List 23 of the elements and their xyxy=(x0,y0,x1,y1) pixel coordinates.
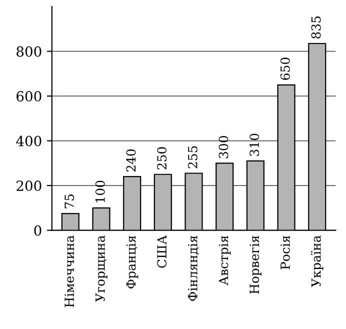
y-tick-label: 0 xyxy=(34,225,42,236)
x-tick-label: США xyxy=(157,235,167,268)
x-tick-label: Україна xyxy=(311,236,324,288)
data-label: 250 xyxy=(157,147,167,170)
data-label: 240 xyxy=(126,149,136,172)
data-label: 255 xyxy=(188,146,198,168)
y-tick-label: 200 xyxy=(16,180,42,192)
x-tick-label: Фінляндія xyxy=(188,236,199,301)
data-label: 100 xyxy=(95,180,105,202)
x-tick-label: Австрія xyxy=(218,236,231,286)
x-tick-label: Франція xyxy=(126,236,138,289)
data-label: 75 xyxy=(64,194,74,208)
data-label: 650 xyxy=(280,58,290,80)
data-label: 310 xyxy=(250,134,260,156)
x-tick-label: Норвегія xyxy=(250,236,262,294)
x-tick-label: Росія xyxy=(280,236,290,270)
x-tick-label: Угорщина xyxy=(96,236,108,302)
y-tick-label: 800 xyxy=(16,46,42,57)
data-label: 835 xyxy=(311,16,321,38)
y-tick-label: 400 xyxy=(16,136,42,146)
x-tick-label: Німеччина xyxy=(64,236,74,308)
data-label: 300 xyxy=(218,136,228,158)
y-tick-label: 600 xyxy=(16,91,42,102)
